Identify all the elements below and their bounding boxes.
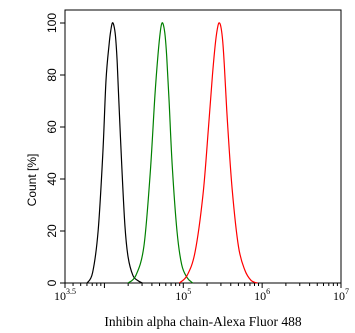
- x-axis: 103.5 105 106 107: [54, 283, 349, 303]
- y-tick-label: 20: [45, 224, 59, 238]
- series-line-2: [127, 22, 194, 284]
- y-tick-label: 60: [45, 120, 59, 134]
- series-line-1: [86, 22, 143, 284]
- y-tick-label: 40: [45, 172, 59, 186]
- y-tick-label: 0: [45, 279, 59, 286]
- x-tick-label: 103.5: [54, 287, 76, 303]
- plot-frame: [64, 9, 342, 284]
- x-axis-title: Inhibin alpha chain-Alexa Fluor 488: [104, 314, 301, 329]
- x-tick-label: 106: [254, 287, 270, 303]
- x-tick-label: 107: [333, 287, 349, 303]
- y-tick-label: 80: [45, 68, 59, 82]
- series-line-3: [178, 22, 258, 284]
- series-group: [86, 22, 258, 284]
- y-axis-title: Count [%]: [25, 154, 39, 207]
- x-tick-label: 105: [175, 287, 191, 303]
- y-tick-label: 100: [45, 13, 59, 33]
- y-axis: 0 20 40 60 80 100: [45, 13, 65, 286]
